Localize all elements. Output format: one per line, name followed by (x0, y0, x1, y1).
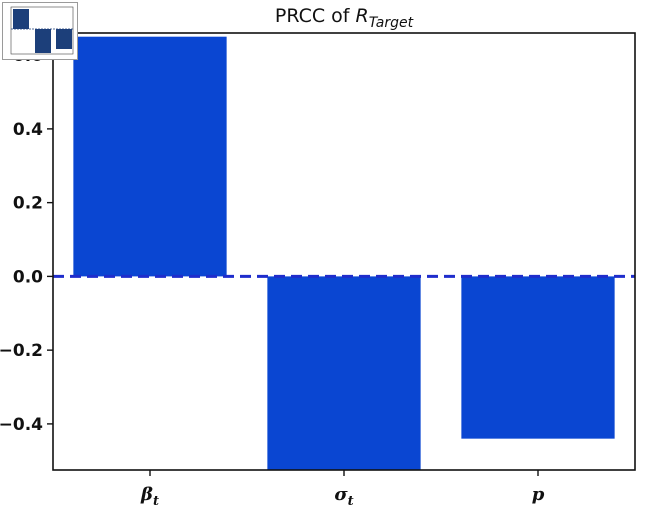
x-tick-label-2: p (532, 484, 545, 505)
chart-thumbnail-icon (10, 6, 74, 55)
chart-thumbnail (2, 2, 78, 60)
bars-group (73, 36, 615, 470)
chart-title-symbol: R (356, 5, 369, 27)
y-axis: −0.4−0.20.00.20.40.6 (0, 46, 53, 435)
x-tick-label-1: σt (334, 484, 353, 505)
y-tick-label-4: 0.4 (13, 120, 43, 140)
chart-title-subscript: Target (369, 15, 414, 31)
x-tick-label-0: βt (140, 484, 159, 505)
y-tick-label-3: 0.2 (13, 194, 43, 214)
bar-1 (267, 276, 421, 470)
y-tick-label-1: −0.2 (0, 341, 43, 361)
chart-title-main: PRCC of (275, 5, 356, 27)
bar-2 (461, 276, 615, 439)
y-tick-label-2: 0.0 (13, 267, 43, 287)
x-axis: βt σt p (140, 470, 545, 505)
y-tick-label-0: −0.4 (0, 415, 43, 435)
chart-title: PRCC of RTarget (275, 5, 414, 31)
bar-0 (73, 36, 227, 277)
